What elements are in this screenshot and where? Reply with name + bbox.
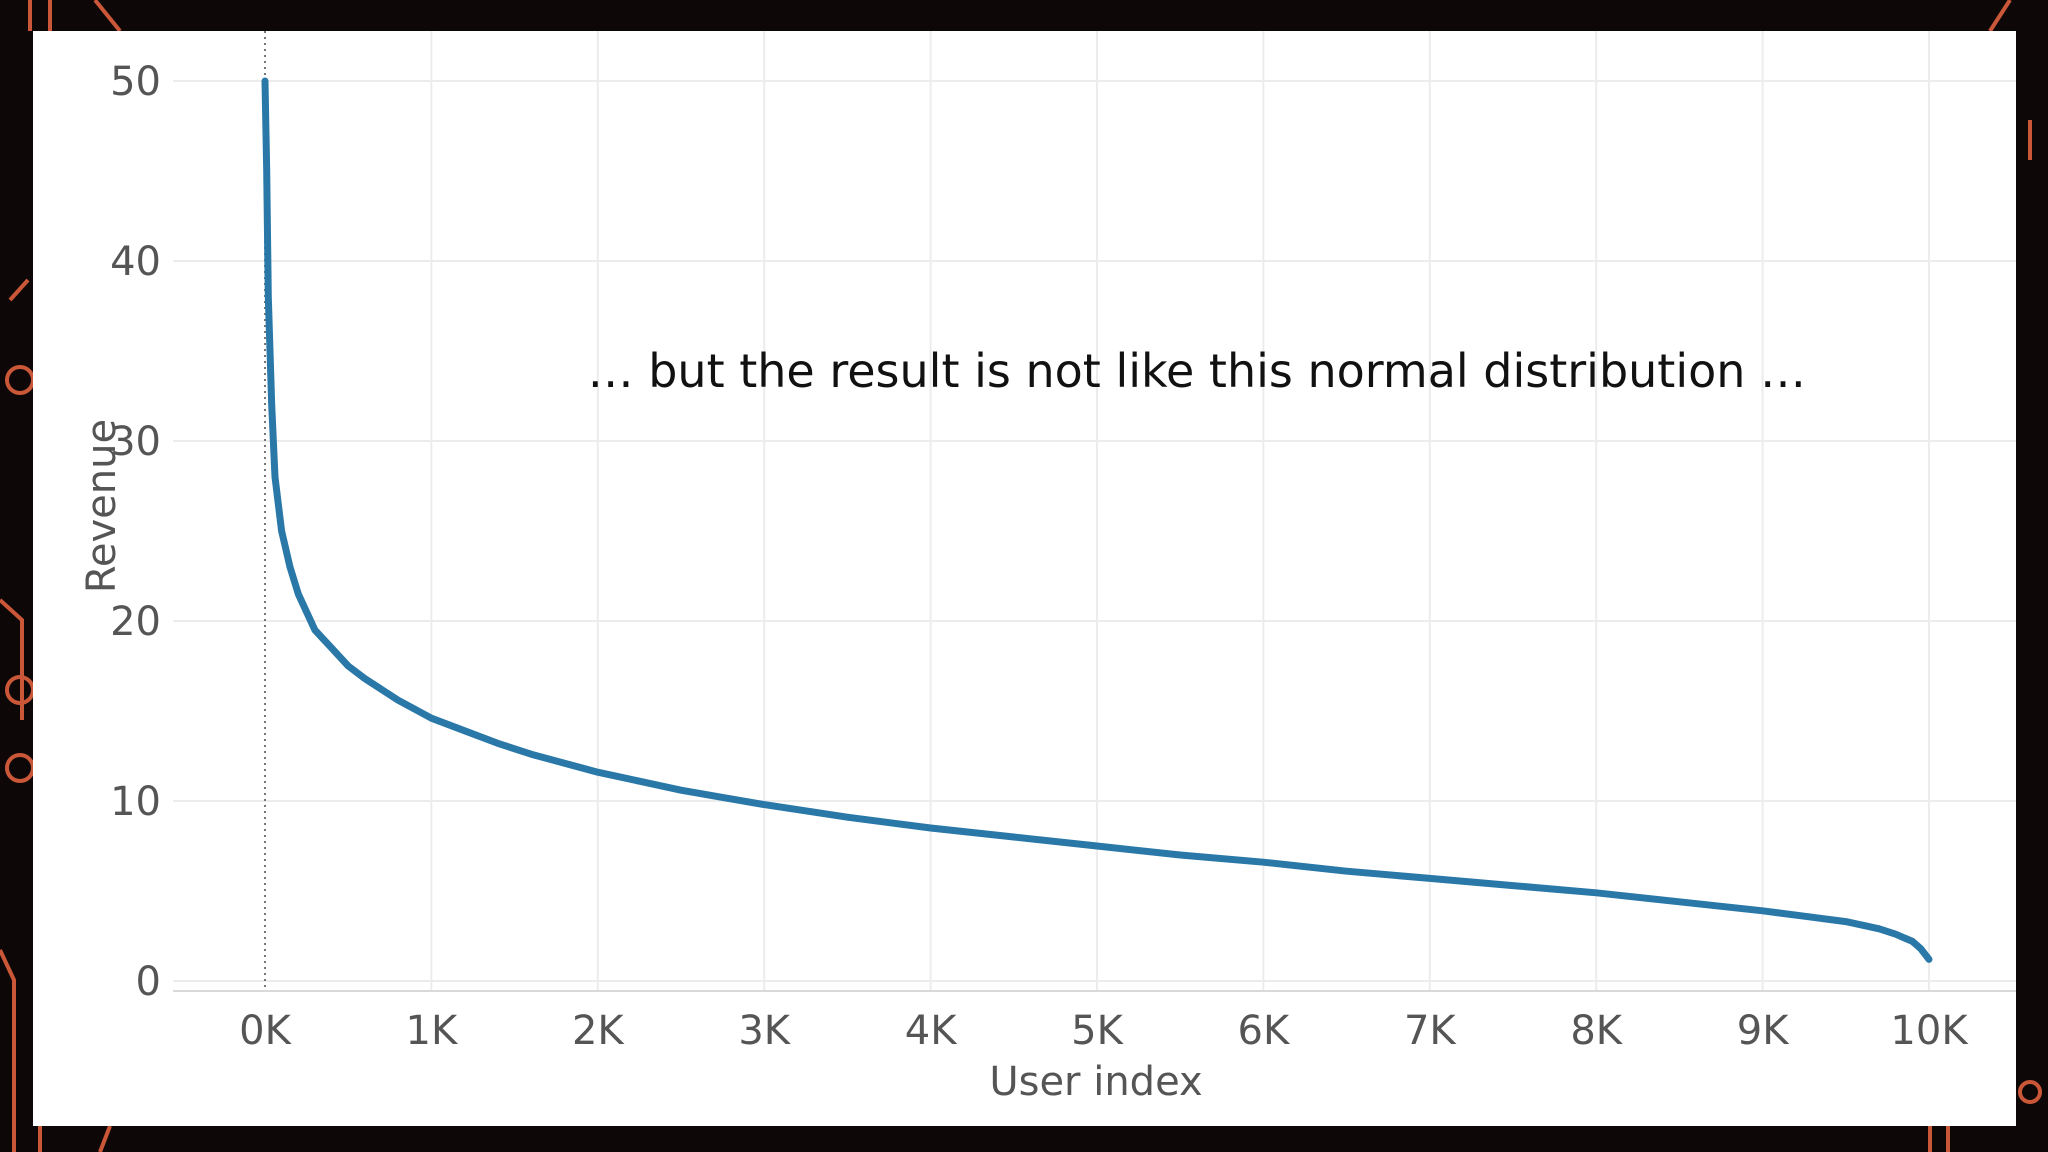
chart-annotation: … but the result is not like this normal…: [588, 344, 1806, 398]
x-tick-label: 3K: [738, 1008, 791, 1054]
line-chart: 0 10 20 30 40 50 0K 1K 2K 3K 4K 5K 6K 7K 8K 9K 10K Reve…: [79, 31, 2016, 1105]
x-axis-title: User index: [989, 1059, 1202, 1105]
circuit-node-4: [2018, 1080, 2042, 1104]
x-tick-label: 8K: [1570, 1008, 1623, 1054]
y-tick-label: 20: [110, 599, 161, 645]
circuit-trace-left-8: [98, 1125, 112, 1152]
grid-lines: [173, 31, 2016, 991]
circuit-trace-left-3: [93, 0, 122, 33]
y-tick-label: 50: [110, 59, 161, 105]
circuit-node-3: [5, 753, 35, 783]
chart-panel: 0 10 20 30 40 50 0K 1K 2K 3K 4K 5K 6K 7K 8K 9K 10K Reve…: [33, 31, 2016, 1126]
circuit-trace-left-5: [0, 598, 24, 720]
circuit-trace-left-6: [0, 949, 16, 1152]
x-tick-label: 4K: [905, 1008, 958, 1054]
y-tick-labels: 0 10 20 30 40 50: [110, 59, 161, 1005]
x-tick-label: 7K: [1404, 1008, 1457, 1054]
circuit-trace-right-1: [1988, 0, 2012, 33]
x-tick-label: 9K: [1737, 1008, 1790, 1054]
y-tick-label: 40: [110, 239, 161, 285]
x-tick-label: 0K: [239, 1008, 292, 1054]
x-tick-label: 2K: [572, 1008, 625, 1054]
y-tick-label: 30: [110, 419, 161, 465]
circuit-trace-left-4: [8, 278, 30, 302]
circuit-node-1: [5, 365, 35, 395]
x-tick-label: 5K: [1071, 1008, 1124, 1054]
x-tick-label: 6K: [1238, 1008, 1291, 1054]
x-tick-label: 1K: [406, 1008, 459, 1054]
x-tick-labels: 0K 1K 2K 3K 4K 5K 6K 7K 8K 9K 10K: [239, 1008, 1969, 1054]
revenue-series-line: [261, 77, 1933, 963]
y-tick-label: 0: [136, 959, 161, 1005]
y-axis-title: Revenue: [79, 419, 125, 593]
y-tick-label: 10: [110, 779, 161, 825]
x-tick-label: 10K: [1890, 1008, 1969, 1054]
